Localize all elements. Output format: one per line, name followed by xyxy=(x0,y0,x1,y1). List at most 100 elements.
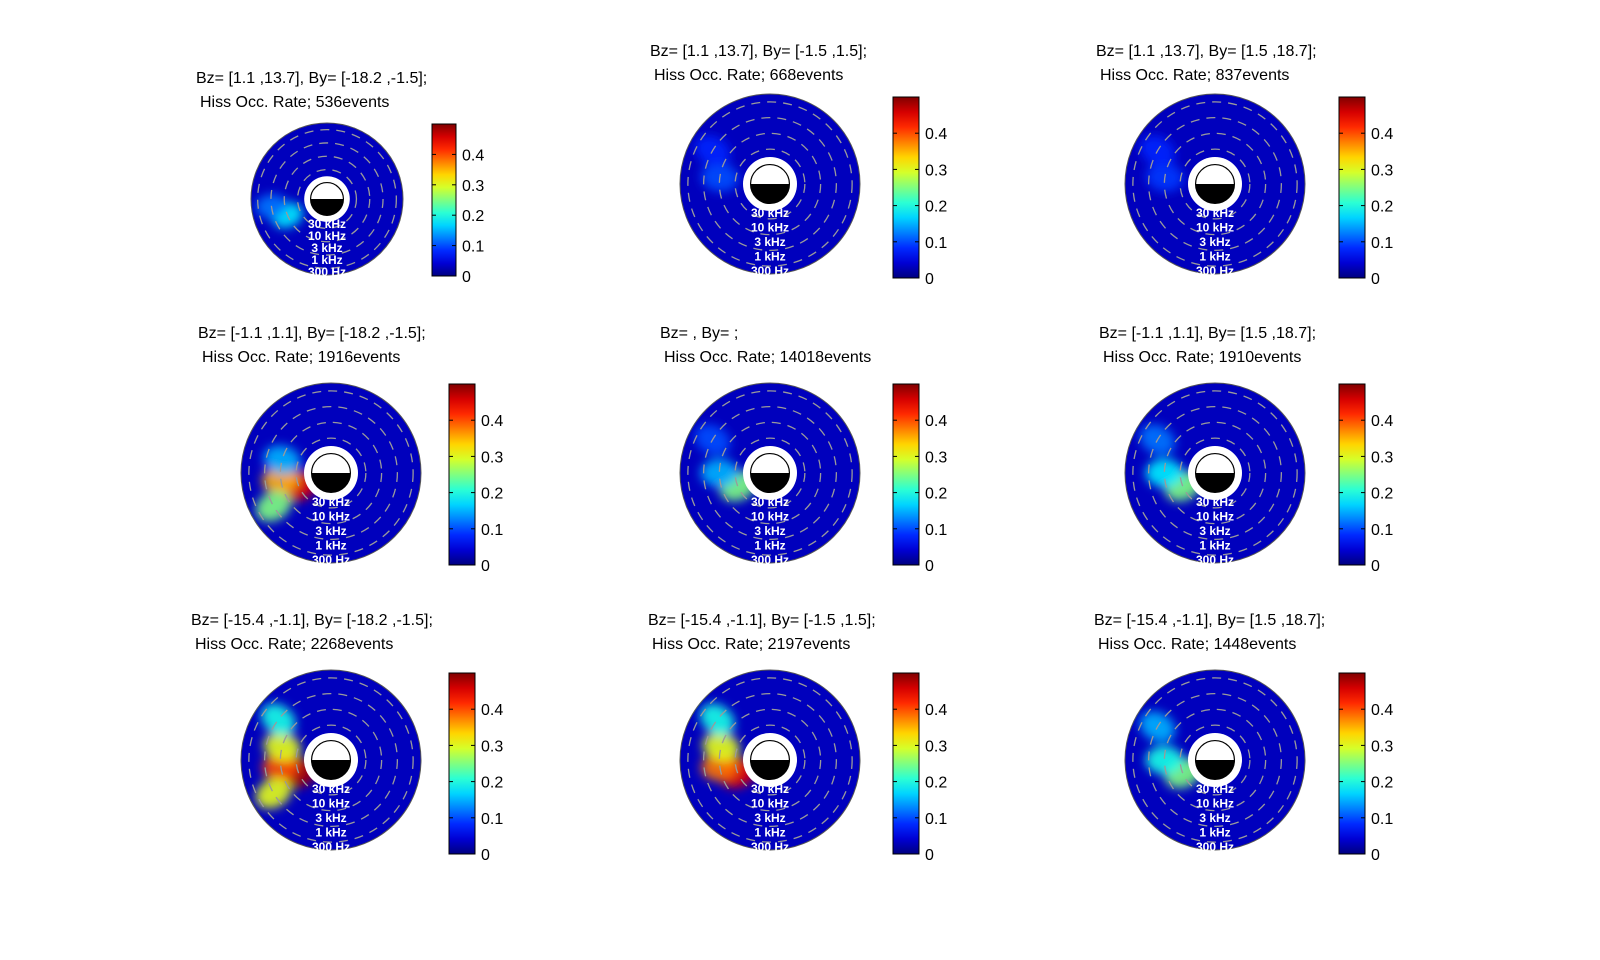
grid-ring xyxy=(295,437,367,509)
grid-ring xyxy=(1132,101,1298,267)
colorbar-tick-label: 0 xyxy=(1371,271,1380,288)
freq-label: 1 kHz xyxy=(754,250,785,264)
panel-9: Bz= [-15.4 ,-1.1], By= [1.5 ,18.7]; Hiss … xyxy=(1094,612,1393,864)
grid-ring xyxy=(718,132,822,236)
colorbar-tick-label: 0.4 xyxy=(925,126,947,143)
grid-ring xyxy=(1163,132,1267,236)
colorbar-tick-label: 0.1 xyxy=(481,811,503,828)
colorbar-gradient xyxy=(1338,672,1366,855)
panel-title: Bz= [1.1 ,13.7], By= [1.5 ,18.7]; Hiss Oc… xyxy=(1096,43,1317,84)
colorbar-tick-label: 0.1 xyxy=(1371,522,1393,539)
earth-night-side xyxy=(310,199,344,216)
colorbar-tick-label: 0 xyxy=(925,847,934,864)
title-line2: Hiss Occ. Rate; 1910events xyxy=(1103,349,1301,366)
colorbar-tick-label: 0.4 xyxy=(1371,413,1393,430)
colorbar-gradient xyxy=(1338,383,1366,566)
freq-label: 30 kHz xyxy=(308,217,346,231)
colorbar-tick-label: 0.2 xyxy=(481,486,503,503)
freq-label: 3 kHz xyxy=(315,811,346,825)
colorbar-tick-label: 0 xyxy=(925,558,934,575)
colorbar-tick-label: 0.4 xyxy=(462,147,484,164)
heatmap-cell xyxy=(263,445,301,475)
freq-label: 30 kHz xyxy=(751,495,789,509)
colorbar: 0 0.1 0.2 0.3 0.4 xyxy=(892,96,947,288)
heatmap-cell xyxy=(1145,458,1184,488)
freq-label: 3 kHz xyxy=(1199,524,1230,538)
colorbar: 0 0.1 0.2 0.3 0.4 xyxy=(431,123,484,286)
polar-grid xyxy=(1132,101,1298,267)
freq-label: 1 kHz xyxy=(754,826,785,840)
grid-ring xyxy=(702,692,838,828)
colorbar: 0 0.1 0.2 0.3 0.4 xyxy=(1338,383,1393,575)
title-line1: Bz= [-15.4 ,-1.1], By= [-18.2 ,-1.5]; xyxy=(191,612,433,629)
panel-8: Bz= [-15.4 ,-1.1], By= [-1.5 ,1.5]; Hiss … xyxy=(648,612,947,864)
heatmap-cell xyxy=(261,703,296,736)
earth-night-side xyxy=(1195,473,1235,493)
freq-label: 10 kHz xyxy=(1196,797,1234,811)
freq-label: 300 Hz xyxy=(751,553,789,567)
colorbar-gradient xyxy=(892,383,920,566)
colorbar-tick-label: 0.4 xyxy=(1371,702,1393,719)
colorbar-tick-label: 0.2 xyxy=(925,199,947,216)
colorbar-tick-label: 0.1 xyxy=(925,522,947,539)
grid-ring xyxy=(702,405,838,541)
grid-ring xyxy=(1147,692,1283,828)
colorbar-tick-label: 0.1 xyxy=(1371,811,1393,828)
grid-ring xyxy=(248,677,414,843)
earth-night-side xyxy=(750,184,790,204)
grid-ring xyxy=(256,128,397,269)
colorbar: 0 0.1 0.2 0.3 0.4 xyxy=(892,672,947,864)
heatmap-layer xyxy=(700,703,757,789)
freq-label: 1 kHz xyxy=(1199,250,1230,264)
freq-label: 3 kHz xyxy=(315,524,346,538)
grid-ring xyxy=(279,421,383,525)
colorbar-tick-label: 0 xyxy=(481,558,490,575)
title-line2: Hiss Occ. Rate; 837events xyxy=(1100,67,1289,84)
title-line1: Bz= [-1.1 ,1.1], By= [-18.2 ,-1.5]; xyxy=(198,325,426,342)
colorbar-tick-label: 0.1 xyxy=(925,811,947,828)
grid-ring xyxy=(279,708,383,812)
title-line1: Bz= [1.1 ,13.7], By= [-18.2 ,-1.5]; xyxy=(196,70,427,87)
title-line2: Hiss Occ. Rate; 1448events xyxy=(1098,636,1296,653)
grid-ring xyxy=(718,708,822,812)
earth-night-side xyxy=(311,473,351,493)
title-line2: Hiss Occ. Rate; 14018events xyxy=(664,349,871,366)
grid-ring xyxy=(1147,405,1283,541)
title-line1: Bz= , By= ; xyxy=(660,325,738,342)
earth-night-side xyxy=(750,760,790,780)
grid-ring xyxy=(702,116,838,252)
panel-4: Bz= [-1.1 ,1.1], By= [-18.2 ,-1.5]; Hiss … xyxy=(198,325,503,575)
heatmap-cell xyxy=(702,732,740,762)
freq-label: 300 Hz xyxy=(1196,264,1234,278)
freq-label: 300 Hz xyxy=(751,264,789,278)
colorbar-tick-label: 0.1 xyxy=(481,522,503,539)
polar-grid xyxy=(248,677,414,843)
colorbar-tick-label: 0 xyxy=(925,271,934,288)
freq-label: 1 kHz xyxy=(754,539,785,553)
colorbar-tick-label: 0.4 xyxy=(925,413,947,430)
colorbar-tick-label: 0.4 xyxy=(925,702,947,719)
colorbar-gradient xyxy=(448,383,476,566)
freq-label: 300 Hz xyxy=(1196,840,1234,854)
panel-6: Bz= [-1.1 ,1.1], By= [1.5 ,18.7]; Hiss Oc… xyxy=(1099,325,1393,575)
colorbar-tick-label: 0.3 xyxy=(925,738,947,755)
freq-label: 30 kHz xyxy=(1196,782,1234,796)
colorbar-tick-label: 0.2 xyxy=(925,486,947,503)
colorbar-gradient xyxy=(892,672,920,855)
earth-night-side xyxy=(1195,760,1235,780)
grid-ring xyxy=(687,390,853,556)
freq-label: 300 Hz xyxy=(308,265,346,279)
freq-label: 1 kHz xyxy=(311,253,342,267)
freq-label: 30 kHz xyxy=(751,782,789,796)
panel-title: Bz= [-15.4 ,-1.1], By= [1.5 ,18.7]; Hiss … xyxy=(1094,612,1325,653)
grid-ring xyxy=(687,677,853,843)
colorbar-gradient xyxy=(431,123,457,277)
panel-5: Bz= , By= ; Hiss Occ. Rate; 14018events 30… xyxy=(660,325,947,575)
heatmap-cell xyxy=(263,732,301,762)
colorbar-gradient xyxy=(892,96,920,279)
colorbar-tick-label: 0.4 xyxy=(481,413,503,430)
colorbar: 0 0.1 0.2 0.3 0.4 xyxy=(448,383,503,575)
freq-label: 1 kHz xyxy=(1199,826,1230,840)
colorbar-tick-label: 0.2 xyxy=(462,208,484,225)
freq-label: 3 kHz xyxy=(754,811,785,825)
